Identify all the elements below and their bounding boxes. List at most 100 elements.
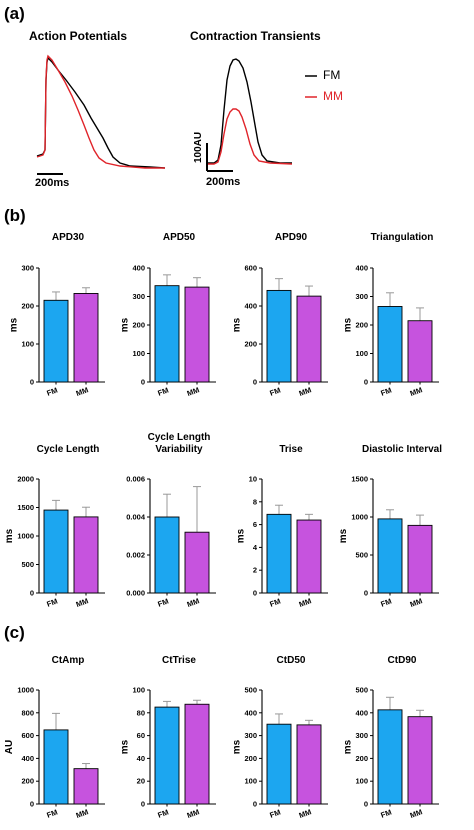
- chart-6: Trise 0 2 4 6 8 10 ms FM MM: [236, 444, 328, 609]
- y-tick-label: 100: [132, 349, 145, 358]
- y-tick-label: 80: [137, 708, 145, 717]
- y-tick-label: 6: [253, 520, 257, 529]
- category-label: MM: [186, 596, 201, 609]
- y-tick-label: 2000: [17, 475, 34, 484]
- y-tick-label: 200: [244, 754, 257, 763]
- y-tick-label: 0.000: [126, 589, 145, 598]
- ap-trace-fm: [36, 56, 166, 169]
- category-label: MM: [75, 385, 90, 398]
- legend-label-mm: MM: [323, 89, 343, 103]
- y-tick-label: 800: [21, 708, 34, 717]
- chart-title-line: Trise: [279, 444, 303, 455]
- bar-mm: [184, 703, 210, 805]
- category-label: FM: [269, 386, 282, 398]
- y-tick-label: 0: [30, 800, 34, 809]
- y-tick-label: 400: [355, 264, 368, 273]
- y-tick-label: 300: [355, 731, 368, 740]
- chart-title-line: Diastolic Interval: [362, 444, 442, 455]
- chart-5: Cycle Length Variability 0.000 0.002 0.004 0.…: [126, 432, 216, 609]
- y-tick-label: 100: [355, 777, 368, 786]
- chart-11: CtD90 0 100 200 300 400 500 ms FM MM: [342, 655, 439, 820]
- y-axis-label: ms: [119, 739, 130, 754]
- y-tick-label: 0.006: [126, 475, 145, 484]
- y-tick-label: 100: [21, 340, 34, 349]
- ap-trace-mm: [36, 54, 165, 169]
- chart-title-line: CtD90: [388, 655, 417, 666]
- category-label: FM: [46, 597, 59, 609]
- bar-mm: [73, 768, 99, 805]
- y-tick-label: 400: [21, 754, 34, 763]
- y-tick-label: 400: [244, 302, 257, 311]
- y-tick-label: 0: [253, 378, 257, 387]
- chart-title: APD30: [52, 232, 85, 243]
- y-tick-label: 300: [132, 292, 145, 301]
- category-label: FM: [380, 808, 393, 820]
- chart-title-line: Triangulation: [371, 232, 434, 243]
- category-label: MM: [409, 807, 424, 820]
- chart-title: CtTrise: [162, 655, 196, 666]
- y-tick-label: 100: [132, 686, 145, 695]
- bar-mm: [407, 320, 433, 383]
- y-tick-label: 0: [253, 589, 257, 598]
- y-tick-label: 400: [132, 264, 145, 273]
- ct-trace-fm: [207, 58, 292, 164]
- chart-title-line: APD30: [52, 232, 85, 243]
- panel-label-a: (a): [4, 4, 25, 23]
- category-label: FM: [269, 597, 282, 609]
- legend: [305, 75, 317, 98]
- chart-title-line: APD90: [275, 232, 308, 243]
- y-tick-label: 400: [355, 708, 368, 717]
- ct-scale-label-y: 100AU: [193, 131, 204, 163]
- chart-title: CtD90: [388, 655, 417, 666]
- category-label: MM: [409, 596, 424, 609]
- ct-trace-mm: [207, 108, 293, 165]
- bar-fm: [154, 706, 180, 805]
- y-tick-label: 0: [253, 800, 257, 809]
- y-tick-label: 600: [244, 264, 257, 273]
- y-tick-label: 400: [244, 708, 257, 717]
- y-tick-label: 200: [132, 321, 145, 330]
- legend-label-fm: FM: [323, 68, 341, 82]
- chart-1: APD50 0 100 200 300 400 ms FM MM: [119, 232, 216, 398]
- y-tick-label: 0: [364, 589, 368, 598]
- y-axis-label: ms: [342, 317, 353, 332]
- y-axis-label: ms: [342, 739, 353, 754]
- chart-title-line: CtAmp: [52, 655, 85, 666]
- bar-fm: [377, 518, 403, 594]
- chart-3: Triangulation 0 100 200 300 400 ms FM MM: [342, 232, 439, 398]
- category-label: FM: [157, 386, 170, 398]
- bar-mm: [296, 295, 322, 383]
- chart-title: CtAmp: [52, 655, 85, 666]
- y-axis-label: ms: [231, 317, 242, 332]
- y-tick-label: 1000: [17, 532, 34, 541]
- y-tick-label: 0: [364, 800, 368, 809]
- y-tick-label: 600: [21, 731, 34, 740]
- chart-title: APD90: [275, 232, 308, 243]
- ap-traces: [36, 54, 166, 175]
- y-axis-label: ms: [236, 528, 247, 543]
- bar-mm: [407, 716, 433, 805]
- category-label: FM: [157, 808, 170, 820]
- chart-7: Diastolic Interval 0 500 1000 1500 ms FM MM: [338, 444, 442, 609]
- bar-fm: [43, 729, 69, 805]
- y-tick-label: 4: [253, 543, 258, 552]
- y-tick-label: 500: [355, 686, 368, 695]
- y-tick-label: 20: [137, 777, 145, 786]
- bar-fm: [266, 723, 292, 805]
- chart-title-line: CtD50: [277, 655, 306, 666]
- category-label: FM: [157, 597, 170, 609]
- y-tick-label: 0: [364, 378, 368, 387]
- y-tick-label: 0: [30, 589, 34, 598]
- y-tick-label: 300: [244, 731, 257, 740]
- category-label: FM: [46, 808, 59, 820]
- y-tick-label: 40: [137, 754, 145, 763]
- y-axis-label: ms: [119, 317, 130, 332]
- y-tick-label: 0: [30, 378, 34, 387]
- bar-fm: [266, 513, 292, 594]
- bar-mm: [296, 724, 322, 805]
- y-tick-label: 100: [244, 777, 257, 786]
- y-tick-label: 10: [249, 475, 257, 484]
- y-tick-label: 1500: [351, 475, 368, 484]
- ct-trace-title: Contraction Transients: [190, 29, 321, 43]
- bar-fm: [377, 306, 403, 383]
